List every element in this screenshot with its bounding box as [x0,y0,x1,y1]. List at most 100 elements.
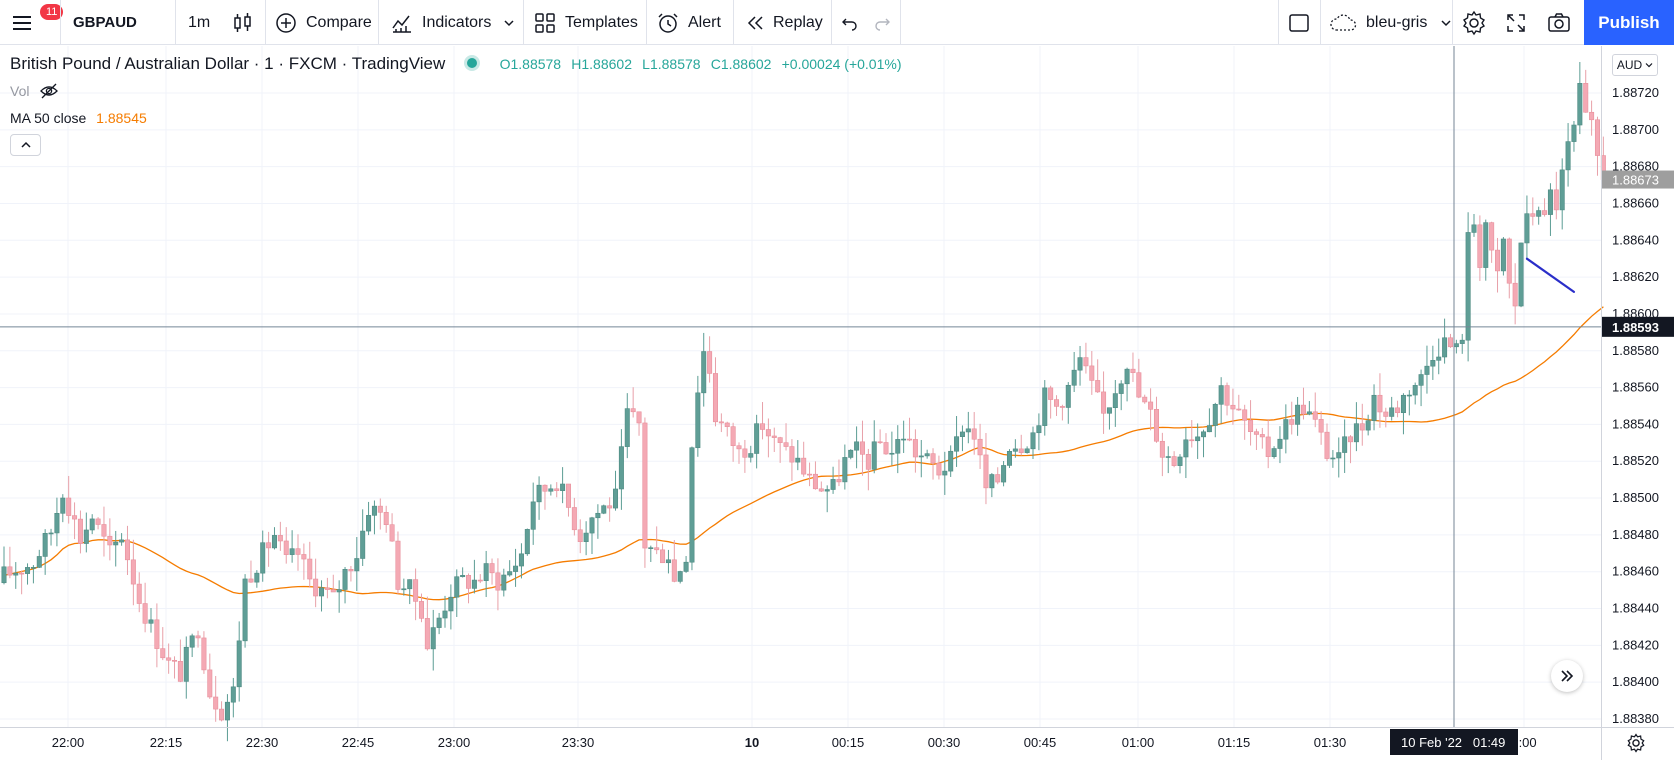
candle-body [701,351,707,394]
publish-button[interactable]: Publish [1584,0,1674,45]
candle-down [995,467,1001,485]
compare-label: Compare [306,13,372,31]
candle-body [424,618,430,650]
candle-down [172,656,178,679]
eye-hidden-icon[interactable] [39,82,59,100]
candle-body [107,535,113,546]
candle-body [319,587,325,597]
collapse-legend-button[interactable] [10,134,41,156]
candle-up [25,563,31,585]
candle-down [1359,403,1365,446]
symbol-legend: British Pound / Australian Dollar · 1 · … [10,54,902,74]
candle-down [660,543,666,564]
time-tick-label: 23:00 [438,735,471,750]
settings-button[interactable] [1461,0,1487,45]
price-tick-label: 1.88620 [1612,269,1659,284]
candle-body [912,439,918,458]
crosshair-price-label: 1.88593 [1612,320,1659,335]
candle-down [907,417,913,442]
volume-label[interactable]: Vol [10,83,30,99]
interval-button[interactable]: 1m [188,13,211,31]
price-tick-label: 1.88440 [1612,601,1659,616]
ma-value: 1.88545 [96,110,147,126]
candle-body [201,637,207,671]
candle-up [830,466,836,494]
snapshot-button[interactable] [1547,0,1571,45]
indicators-button[interactable]: Indicators [390,0,491,45]
candle-body [248,578,254,583]
candle-down [1242,404,1248,440]
candle-up [965,411,971,444]
candle-body [836,479,842,483]
candle-body [13,572,19,576]
candle-body [642,422,648,549]
main-menu-button[interactable]: 11 [10,0,64,45]
candle-body [589,517,595,534]
candle-down [418,593,424,623]
candle-body [354,558,360,572]
undo-button[interactable] [840,0,860,45]
candle-up [1353,402,1359,452]
candle-body [25,567,31,574]
fullscreen-layout-button[interactable] [1288,0,1310,45]
candle-down [142,582,148,633]
candle-body [571,507,577,531]
currency-selector[interactable]: AUD [1612,54,1658,76]
candle-down [1018,434,1024,456]
candle-body [77,518,83,544]
candle-up [648,545,654,563]
undo-icon [842,18,857,31]
candle-up [1400,393,1406,435]
ma-legend[interactable]: MA 50 close 1.88545 [10,110,147,126]
chart-type-button[interactable] [232,0,254,45]
candle-body [177,661,183,682]
crosshair-price-box [1602,316,1674,337]
candle-up [336,580,342,613]
candle-up [1465,212,1471,362]
candle-body [436,617,442,628]
candle-body [1159,440,1165,458]
templates-button[interactable]: Templates [534,0,638,45]
symbol-title[interactable]: British Pound / Australian Dollar · 1 · … [10,54,446,73]
candle-up [183,636,189,699]
price-tick-label: 1.88420 [1612,637,1659,652]
candle-up [583,521,589,556]
last-price-box [1602,170,1674,189]
alert-button[interactable]: Alert [656,0,721,45]
candle-body [130,559,136,585]
candle-up [224,694,230,742]
redo-button[interactable] [872,0,892,45]
candle-up [1442,318,1448,364]
candle-body [1201,431,1207,438]
candle-down [1477,215,1483,281]
replay-button[interactable]: Replay [745,0,823,45]
candle-up [89,514,95,535]
candle-body [807,473,813,476]
candle-down [195,630,201,648]
candle-down [477,574,483,584]
compare-button[interactable]: Compare [274,0,372,45]
divider [523,0,524,45]
layout-selector-button[interactable]: bleu-gris [1328,0,1453,45]
price-chart[interactable]: 1.88380 1.88400 1.88420 1.88440 1.88460 1.884… [0,46,1674,760]
candle-down [389,513,395,542]
fullscreen-button[interactable] [1505,0,1527,45]
candle-body [712,373,718,423]
candle-body [1283,419,1289,440]
candle-up [1536,206,1542,225]
candle-body [842,457,848,483]
candle-up [871,420,877,474]
candle-body [1183,439,1189,458]
candle-up [1430,345,1436,380]
candle-up [442,595,448,628]
candle-body [1506,238,1512,284]
candle-down [19,570,25,595]
divider [900,0,901,45]
candle-down [495,558,501,611]
candle-body [965,428,971,433]
symbol-search-button[interactable]: GBPAUD [73,14,137,31]
candle-body [601,505,607,514]
indicators-dropdown-button[interactable] [502,0,516,45]
axis-settings-button[interactable] [1625,732,1647,754]
scroll-to-realtime-button[interactable] [1551,660,1583,692]
